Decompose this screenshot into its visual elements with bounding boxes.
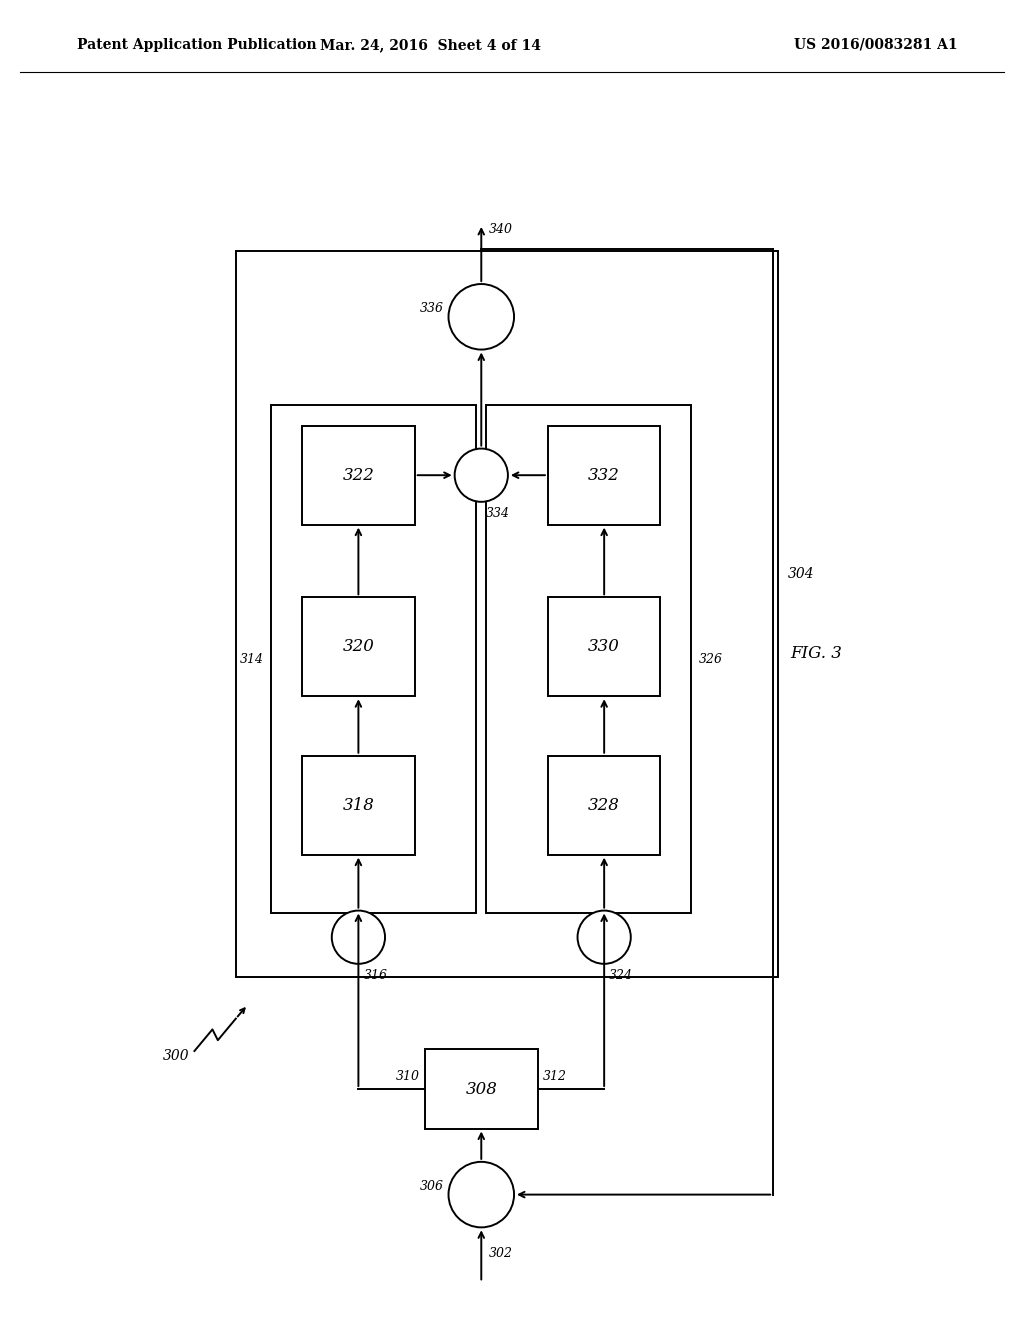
Text: US 2016/0083281 A1: US 2016/0083281 A1 bbox=[794, 38, 957, 51]
Circle shape bbox=[578, 911, 631, 964]
FancyBboxPatch shape bbox=[548, 597, 660, 697]
Text: 332: 332 bbox=[588, 467, 621, 483]
Text: 314: 314 bbox=[240, 653, 263, 665]
Text: 336: 336 bbox=[420, 302, 443, 315]
Text: 304: 304 bbox=[788, 566, 815, 581]
Text: 334: 334 bbox=[486, 507, 510, 520]
Text: 330: 330 bbox=[588, 639, 621, 655]
Text: 328: 328 bbox=[588, 797, 621, 813]
FancyBboxPatch shape bbox=[302, 755, 415, 855]
Circle shape bbox=[332, 911, 385, 964]
Text: 300: 300 bbox=[163, 1049, 189, 1063]
FancyBboxPatch shape bbox=[548, 755, 660, 855]
FancyBboxPatch shape bbox=[302, 425, 415, 524]
Text: 326: 326 bbox=[699, 653, 723, 665]
Text: 310: 310 bbox=[396, 1071, 420, 1084]
Text: 322: 322 bbox=[342, 467, 375, 483]
Text: 320: 320 bbox=[342, 639, 375, 655]
Text: 316: 316 bbox=[364, 969, 387, 982]
Circle shape bbox=[455, 449, 508, 502]
Text: FIG. 3: FIG. 3 bbox=[791, 645, 842, 663]
Text: Mar. 24, 2016  Sheet 4 of 14: Mar. 24, 2016 Sheet 4 of 14 bbox=[319, 38, 541, 51]
Text: 302: 302 bbox=[489, 1247, 513, 1261]
Text: 306: 306 bbox=[420, 1180, 443, 1193]
Text: 318: 318 bbox=[342, 797, 375, 813]
Text: Patent Application Publication: Patent Application Publication bbox=[77, 38, 316, 51]
FancyBboxPatch shape bbox=[302, 597, 415, 697]
Text: 312: 312 bbox=[543, 1071, 566, 1084]
Text: 308: 308 bbox=[465, 1081, 498, 1097]
FancyBboxPatch shape bbox=[425, 1049, 538, 1129]
Circle shape bbox=[449, 284, 514, 350]
Text: 340: 340 bbox=[489, 223, 513, 235]
FancyBboxPatch shape bbox=[548, 425, 660, 524]
Text: 324: 324 bbox=[609, 969, 633, 982]
Circle shape bbox=[449, 1162, 514, 1228]
